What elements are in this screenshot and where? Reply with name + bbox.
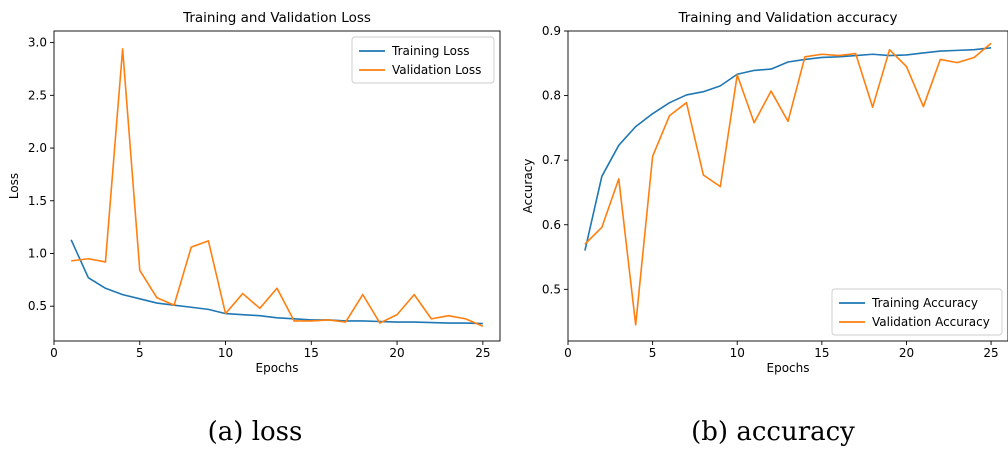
loss-x-tick-label: 5 — [136, 346, 144, 360]
accuracy-x-axis-label: Epochs — [767, 361, 810, 375]
accuracy-legend-label-0: Training Accuracy — [871, 296, 978, 310]
accuracy-legend-label-1: Validation Accuracy — [872, 315, 990, 329]
loss-legend-label-1: Validation Loss — [392, 63, 481, 77]
loss-x-tick-label: 15 — [304, 346, 319, 360]
loss-y-axis-label: Loss — [7, 173, 21, 199]
accuracy-series-line-1 — [584, 42, 992, 326]
accuracy-y-tick-label: 0.8 — [542, 89, 561, 103]
loss-y-tick-label: 2.5 — [28, 88, 47, 102]
accuracy-y-tick-label: 0.6 — [542, 218, 561, 232]
loss-series-line-1 — [71, 48, 484, 327]
accuracy-x-tick-label: 25 — [983, 346, 998, 360]
accuracy-x-tick-label: 5 — [649, 346, 657, 360]
accuracy-y-tick-label: 0.9 — [542, 24, 561, 38]
loss-series-line-0 — [70, 239, 483, 325]
accuracy-plot-frame — [567, 30, 1008, 342]
loss-x-tick-label: 25 — [475, 346, 490, 360]
accuracy-x-tick-label: 10 — [730, 346, 745, 360]
accuracy-legend-box — [831, 288, 1003, 336]
accuracy-chart-title: Training and Validation accuracy — [677, 10, 897, 26]
loss-y-tick-label: 2.0 — [28, 141, 47, 155]
accuracy-chart: 0 5 10 15 20 25 0.5 0.6 0.7 0.8 0.9 Training and Va… — [521, 10, 1008, 375]
loss-legend-box — [351, 36, 495, 84]
loss-x-tick-label: 20 — [389, 346, 404, 360]
loss-chart-title: Training and Validation Loss — [182, 10, 371, 26]
caption-accuracy: (b) accuracy — [691, 417, 855, 447]
loss-plot-frame — [53, 30, 501, 342]
loss-chart: 0 5 10 15 20 25 0.5 1.0 1.5 2.0 2.5 3.0 Training and… — [7, 10, 501, 375]
accuracy-series-line-0 — [584, 46, 992, 251]
loss-x-axis-label: Epochs — [256, 361, 299, 375]
loss-x-tick-label: 0 — [50, 346, 58, 360]
accuracy-y-tick-label: 0.5 — [542, 282, 561, 296]
loss-x-tick-label: 10 — [218, 346, 233, 360]
accuracy-y-tick-label: 0.7 — [542, 153, 561, 167]
loss-y-tick-label: 3.0 — [28, 36, 47, 50]
accuracy-x-tick-label: 15 — [814, 346, 829, 360]
loss-y-tick-label: 1.0 — [28, 246, 47, 260]
accuracy-y-axis-label: Accuracy — [521, 159, 535, 214]
loss-legend-label-0: Training Loss — [391, 44, 469, 58]
caption-loss: (a) loss — [208, 417, 303, 447]
loss-y-tick-label: 0.5 — [28, 299, 47, 313]
accuracy-x-tick-label: 0 — [564, 346, 572, 360]
loss-y-tick-label: 1.5 — [28, 194, 47, 208]
accuracy-x-tick-label: 20 — [899, 346, 914, 360]
